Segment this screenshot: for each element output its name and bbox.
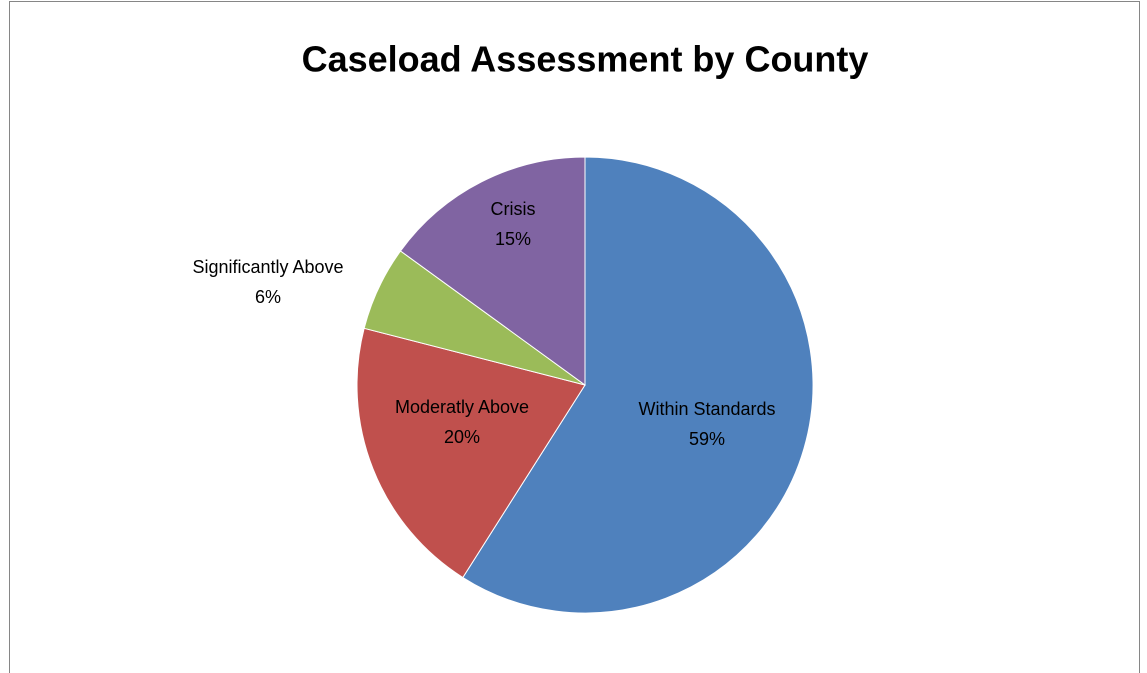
slice-name: Within Standards <box>638 399 775 419</box>
pie-slice <box>462 156 814 614</box>
slice-name: Significantly Above <box>192 257 343 277</box>
pie-slice <box>399 156 586 386</box>
slice-value: 15% <box>495 229 531 249</box>
slice-value: 20% <box>444 427 480 447</box>
slice-value: 59% <box>689 429 725 449</box>
pie-slice <box>356 327 586 579</box>
chart-title: Caseload Assessment by County <box>302 39 869 80</box>
slice-name: Moderatly Above <box>395 397 529 417</box>
slice-name: Crisis <box>491 199 536 219</box>
slice-value: 6% <box>255 287 281 307</box>
